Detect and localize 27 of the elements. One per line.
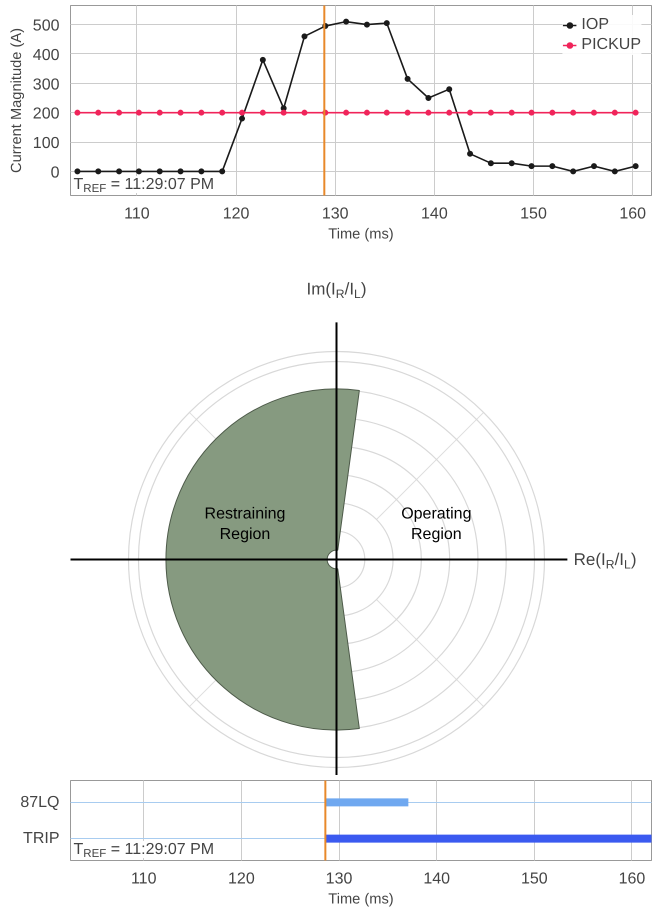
legend-label: PICKUP [581,36,641,54]
legend-label: IOP [581,16,609,34]
y-tick-label: 500 [32,18,60,35]
x-tick-label: 140 [421,206,448,222]
y-tick-label: 200 [32,106,60,123]
x-tick-label: 130 [326,870,352,888]
y-tick-label: 0 [50,164,60,182]
x-tick-label: 140 [423,870,450,888]
y-tick-label: 400 [32,46,60,64]
text: Restraining Region [204,505,286,543]
text: Operating Region [401,505,472,543]
x-tick-label: 150 [520,206,547,222]
y-tick-label: 300 [32,76,60,94]
x-axis-title: Time (ms) [328,892,394,908]
y-axis-title: Current Magnitude (A) [8,28,25,173]
x-tick-label: 120 [222,206,250,222]
x-tick-label: 110 [130,870,157,888]
y-tick-label: 87LQ [20,794,60,811]
x-tick-label: 160 [619,206,646,222]
x-tick-label: 150 [520,870,548,888]
x-tick-label: 160 [618,870,646,888]
y-tick-label: 100 [32,135,60,152]
x-axis-title: Time (ms) [328,226,394,242]
x-tick-label: 130 [322,206,349,222]
x-tick-label: 120 [228,870,255,888]
y-tick-label: TRIP [23,830,60,848]
x-tick-label: 110 [124,206,150,222]
